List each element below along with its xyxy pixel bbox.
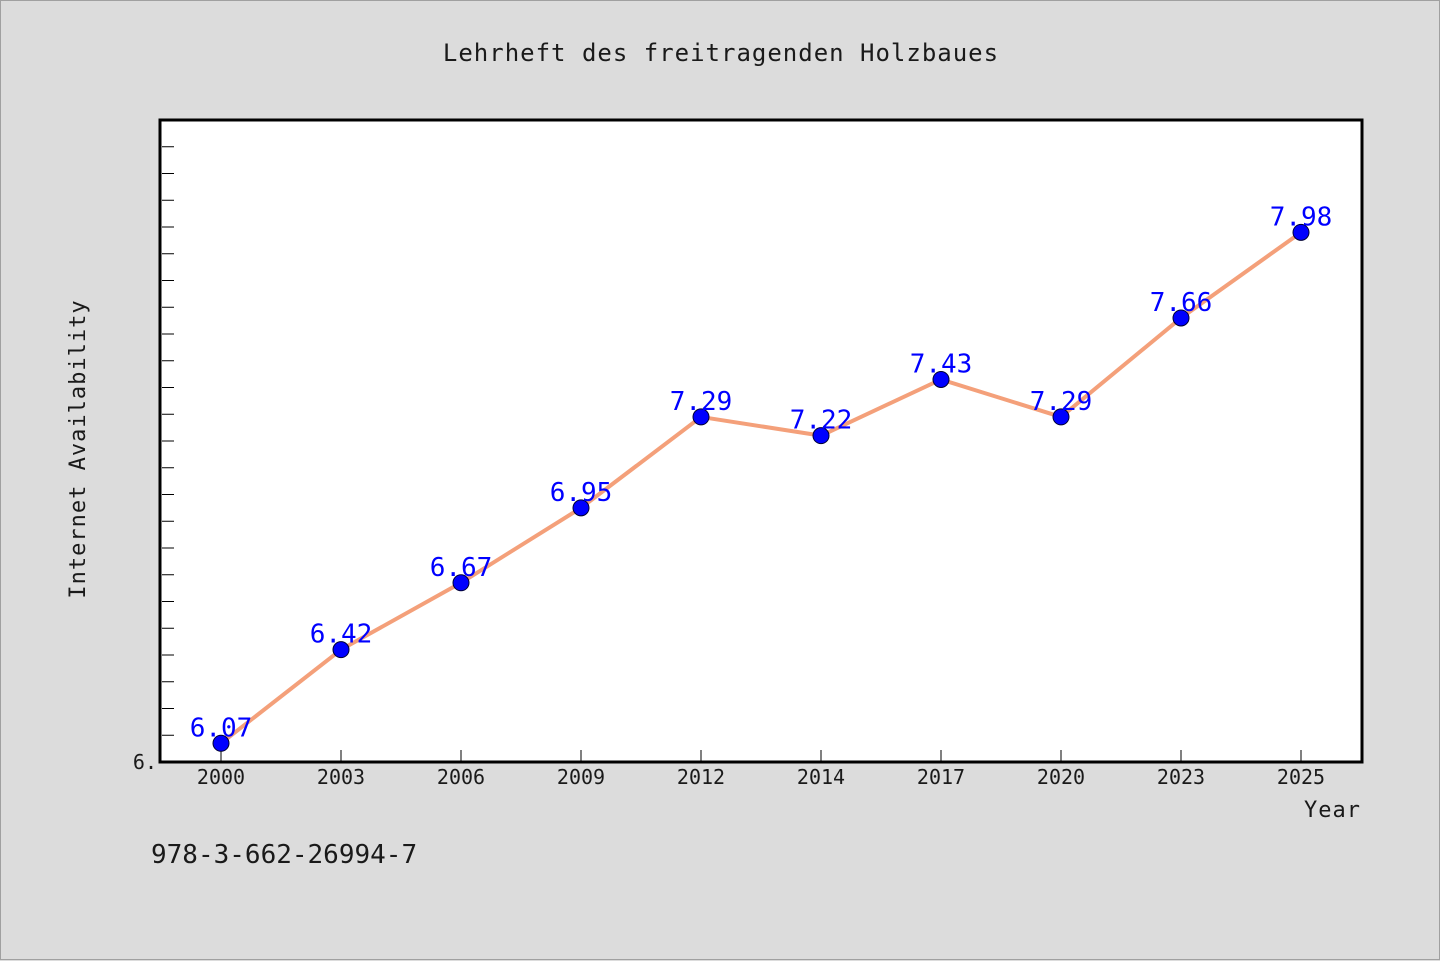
x-axis-ticks: 2000 2003 2006 2009 2012 2014 2017 2020 2023 2025 (197, 750, 1325, 789)
y-tick-label: 6. (133, 750, 157, 774)
data-label: 6.42 (310, 620, 373, 650)
data-label: 7.66 (1150, 288, 1213, 318)
data-label: 7.29 (1030, 387, 1093, 417)
data-point (452, 574, 470, 592)
data-point (692, 408, 710, 426)
x-tick-label: 2009 (557, 765, 605, 789)
x-tick-label: 2003 (317, 765, 365, 789)
data-point (812, 427, 830, 445)
data-label: 6.95 (550, 478, 613, 508)
data-label: 7.98 (1270, 202, 1333, 232)
data-point (1052, 408, 1070, 426)
data-labels: 6.07 6.42 6.67 6.95 7.29 7.22 7.43 7.29 7.66 7.98 (190, 202, 1333, 743)
x-tick-label: 2017 (917, 765, 965, 789)
data-point (932, 370, 950, 388)
plot-area (158, 118, 1364, 764)
x-tick-label: 2023 (1157, 765, 1205, 789)
series-markers (212, 223, 1310, 752)
x-tick-label: 2000 (197, 765, 245, 789)
x-tick-label: 2020 (1037, 765, 1085, 789)
x-tick-label: 2006 (437, 765, 485, 789)
series-line (219, 230, 1303, 745)
data-label: 6.07 (190, 713, 253, 743)
y-axis-ticks (162, 146, 174, 736)
x-tick-label: 2025 (1277, 765, 1325, 789)
x-tick-label: 2012 (677, 765, 725, 789)
data-label: 7.43 (910, 349, 973, 379)
chart-title: Lehrheft des freitragenden Holzbaues (443, 39, 999, 67)
isbn-text: 978-3-662-26994-7 (151, 840, 417, 870)
data-label: 7.29 (670, 387, 733, 417)
data-point (1172, 309, 1190, 327)
data-point (332, 641, 350, 659)
data-point (572, 499, 590, 517)
x-tick-label: 2014 (797, 765, 845, 789)
x-axis-label: Year (1304, 798, 1361, 823)
data-label: 7.22 (790, 406, 853, 436)
data-label: 6.67 (430, 553, 493, 583)
data-point (212, 734, 230, 752)
data-point (1292, 223, 1310, 241)
y-axis-label: Internet Availability (66, 299, 91, 598)
